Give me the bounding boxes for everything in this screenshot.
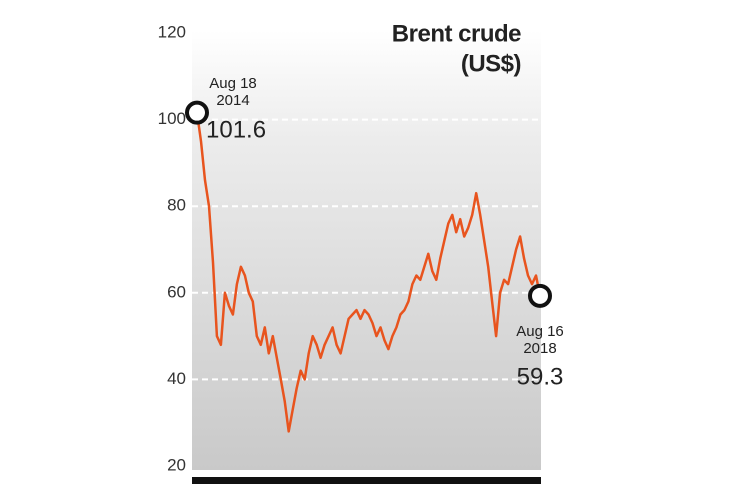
y-tick-label: 80: [167, 196, 186, 215]
annotation-value: 59.3: [517, 363, 564, 390]
chart-title: Brent crude: [392, 20, 521, 47]
endpoint-marker: [185, 100, 209, 125]
price-line: [195, 112, 542, 433]
y-tick-label: 20: [167, 455, 186, 474]
baseline-bar: [192, 477, 541, 484]
plot-background: [192, 30, 541, 470]
annotation-date: Aug 18: [209, 75, 257, 92]
chart-subtitle: (US$): [461, 50, 521, 77]
y-tick-label: 100: [158, 109, 186, 128]
y-tick-label: 120: [158, 22, 186, 41]
endpoint-marker: [528, 283, 552, 308]
y-tick-label: 40: [167, 369, 186, 388]
annotation-date: Aug 16: [516, 323, 564, 340]
annotation-value: 101.6: [206, 116, 266, 143]
y-tick-label: 60: [167, 282, 186, 301]
annotation-date: 2014: [216, 92, 249, 109]
annotation-date: 2018: [523, 340, 556, 357]
